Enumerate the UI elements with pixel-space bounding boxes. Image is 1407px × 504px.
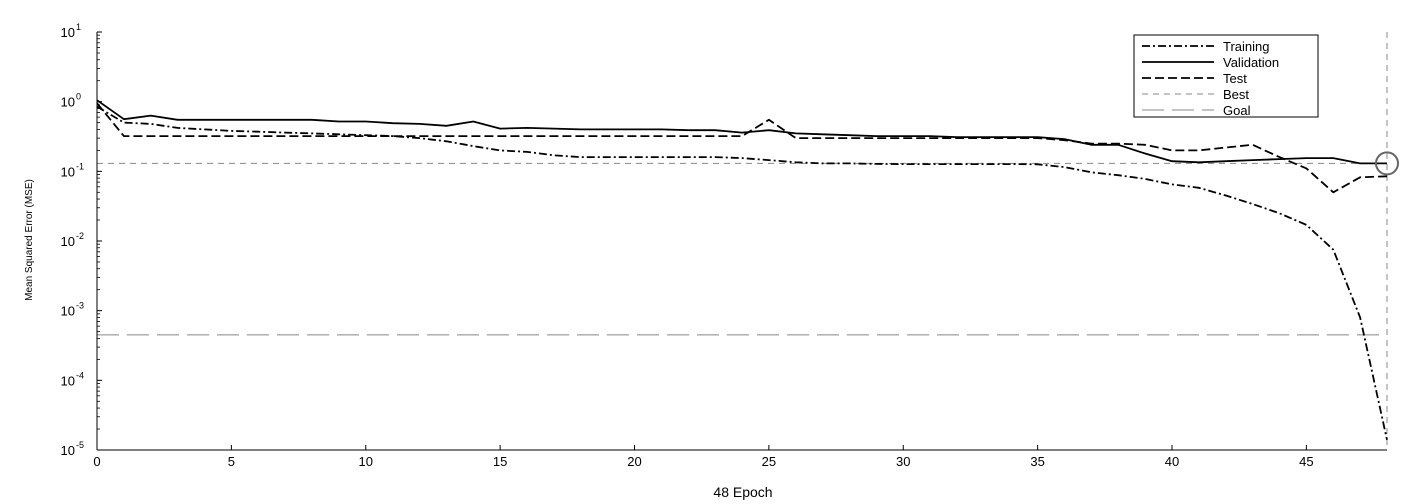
legend-label-goal: Goal bbox=[1223, 103, 1251, 118]
x-tick-label: 10 bbox=[359, 454, 373, 469]
x-tick-label: 35 bbox=[1030, 454, 1044, 469]
y-tick-label: 10 bbox=[61, 443, 75, 458]
series-validation-line bbox=[96, 99, 1387, 165]
y-tick-exponent: -3 bbox=[76, 301, 84, 311]
x-tick-label: 40 bbox=[1165, 454, 1179, 469]
x-axis-label: 48 Epoch bbox=[713, 484, 772, 500]
y-tick-label: 10 bbox=[61, 373, 75, 388]
x-tick-label: 20 bbox=[627, 454, 641, 469]
legend-box bbox=[1133, 34, 1319, 118]
y-tick-exponent: -1 bbox=[76, 161, 84, 171]
best-marker bbox=[1375, 151, 1399, 176]
x-tick-label: 45 bbox=[1299, 454, 1313, 469]
y-tick-label: 10 bbox=[61, 164, 75, 179]
legend-label-test: Test bbox=[1223, 71, 1247, 86]
y-tick-label: 10 bbox=[61, 234, 75, 249]
legend-label-best: Best bbox=[1223, 87, 1249, 102]
y-tick-label: 10 bbox=[61, 25, 75, 40]
legend-label-validation: Validation bbox=[1223, 55, 1279, 70]
y-tick-label: 10 bbox=[61, 95, 75, 110]
y-tick-exponent: -4 bbox=[76, 370, 84, 380]
y-tick-exponent: 0 bbox=[76, 92, 81, 102]
y-tick-label: 10 bbox=[61, 304, 75, 319]
y-tick-exponent: 1 bbox=[76, 22, 81, 32]
legend-label-training: Training bbox=[1223, 39, 1269, 54]
x-tick-label: 0 bbox=[93, 454, 100, 469]
x-tick-label: 25 bbox=[762, 454, 776, 469]
y-axis-label: Mean Squared Error (MSE) bbox=[24, 179, 35, 301]
x-tick-label: 15 bbox=[493, 454, 507, 469]
x-tick-label: 30 bbox=[896, 454, 910, 469]
y-tick-exponent: -2 bbox=[76, 231, 84, 241]
y-tick-exponent: -5 bbox=[76, 440, 84, 450]
x-tick-label: 5 bbox=[228, 454, 235, 469]
series-training-line bbox=[96, 105, 1388, 440]
